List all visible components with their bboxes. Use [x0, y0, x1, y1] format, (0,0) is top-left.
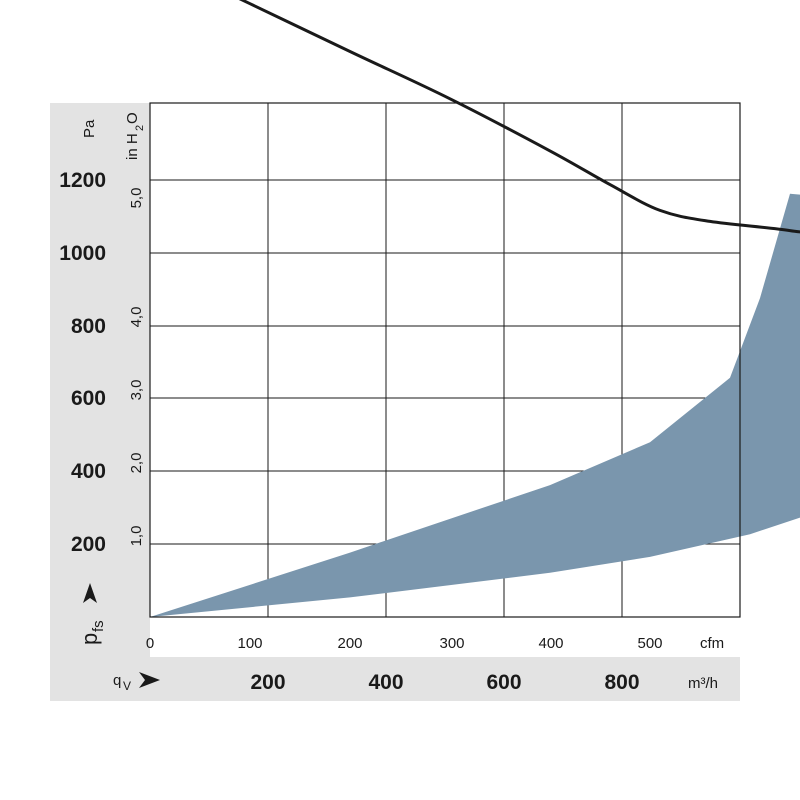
- x-tick-label-m3h: 600: [486, 671, 521, 694]
- x-tick-label-cfm: 200: [337, 635, 362, 652]
- x-tick-label-m3h: 800: [604, 671, 639, 694]
- y-tick-label-inh2o: 5,0: [128, 188, 145, 209]
- y-tick-label-pa: 600: [71, 387, 106, 410]
- performance-curve-line: [238, 0, 800, 234]
- inh2o-suffix: O: [124, 112, 141, 124]
- y-tick-label-pa: 1000: [59, 242, 106, 265]
- x-tick-label-cfm: 500: [637, 635, 662, 652]
- x-axis-symbol: q V: [113, 672, 160, 693]
- y-tick-label-inh2o: 4,0: [128, 307, 145, 328]
- y-axis-arrow-icon: [83, 583, 97, 603]
- y-axis-unit-pa: Pa: [81, 119, 98, 138]
- left-axis-panel: [50, 103, 150, 657]
- x-tick-label-cfm: 100: [237, 635, 262, 652]
- x-tick-label-cfm: 300: [439, 635, 464, 652]
- x-axis-unit-cfm: cfm: [700, 635, 724, 652]
- x-axis-arrow-icon: [139, 672, 160, 688]
- y-tick-label-inh2o: 1,0: [128, 526, 145, 547]
- y-tick-label-inh2o: 2,0: [128, 453, 145, 474]
- x-tick-label-cfm: 0: [146, 635, 154, 652]
- bottom-axis-panel: [50, 657, 740, 701]
- x-axis-symbol-subscript: V: [123, 679, 131, 693]
- y-tick-label-pa: 400: [71, 460, 106, 483]
- y-tick-label-inh2o: 3,0: [128, 380, 145, 401]
- y-tick-label-pa: 200: [71, 533, 106, 556]
- y-tick-label-pa: 800: [71, 315, 106, 338]
- x-tick-label-m3h: 200: [250, 671, 285, 694]
- y-axis-symbol-subscript: fs: [90, 620, 107, 632]
- operating-range-area: [150, 193, 800, 617]
- tick-labels: 200 400 600 800 1000 1200 1,0 2,0 3,0 4,0 5,0 0 100 2…: [59, 169, 662, 694]
- plot-frame: [149, 102, 741, 618]
- inh2o-main: in H: [124, 133, 141, 160]
- x-tick-label-m3h: 400: [368, 671, 403, 694]
- y-axis-symbol: p fs: [77, 583, 107, 645]
- performance-curve: [238, 0, 800, 234]
- y-tick-label-pa: 1200: [59, 169, 106, 192]
- y-axis-symbol-text: p: [77, 633, 102, 645]
- inh2o-subscript: 2: [134, 125, 146, 131]
- x-axis-unit-m3h: m³/h: [688, 675, 718, 692]
- x-axis-symbol-text: q: [113, 672, 121, 689]
- y-axis-unit-inh2o: in H 2 O: [124, 112, 146, 160]
- operating-range-polygon: [150, 193, 800, 617]
- x-tick-label-cfm: 400: [538, 635, 563, 652]
